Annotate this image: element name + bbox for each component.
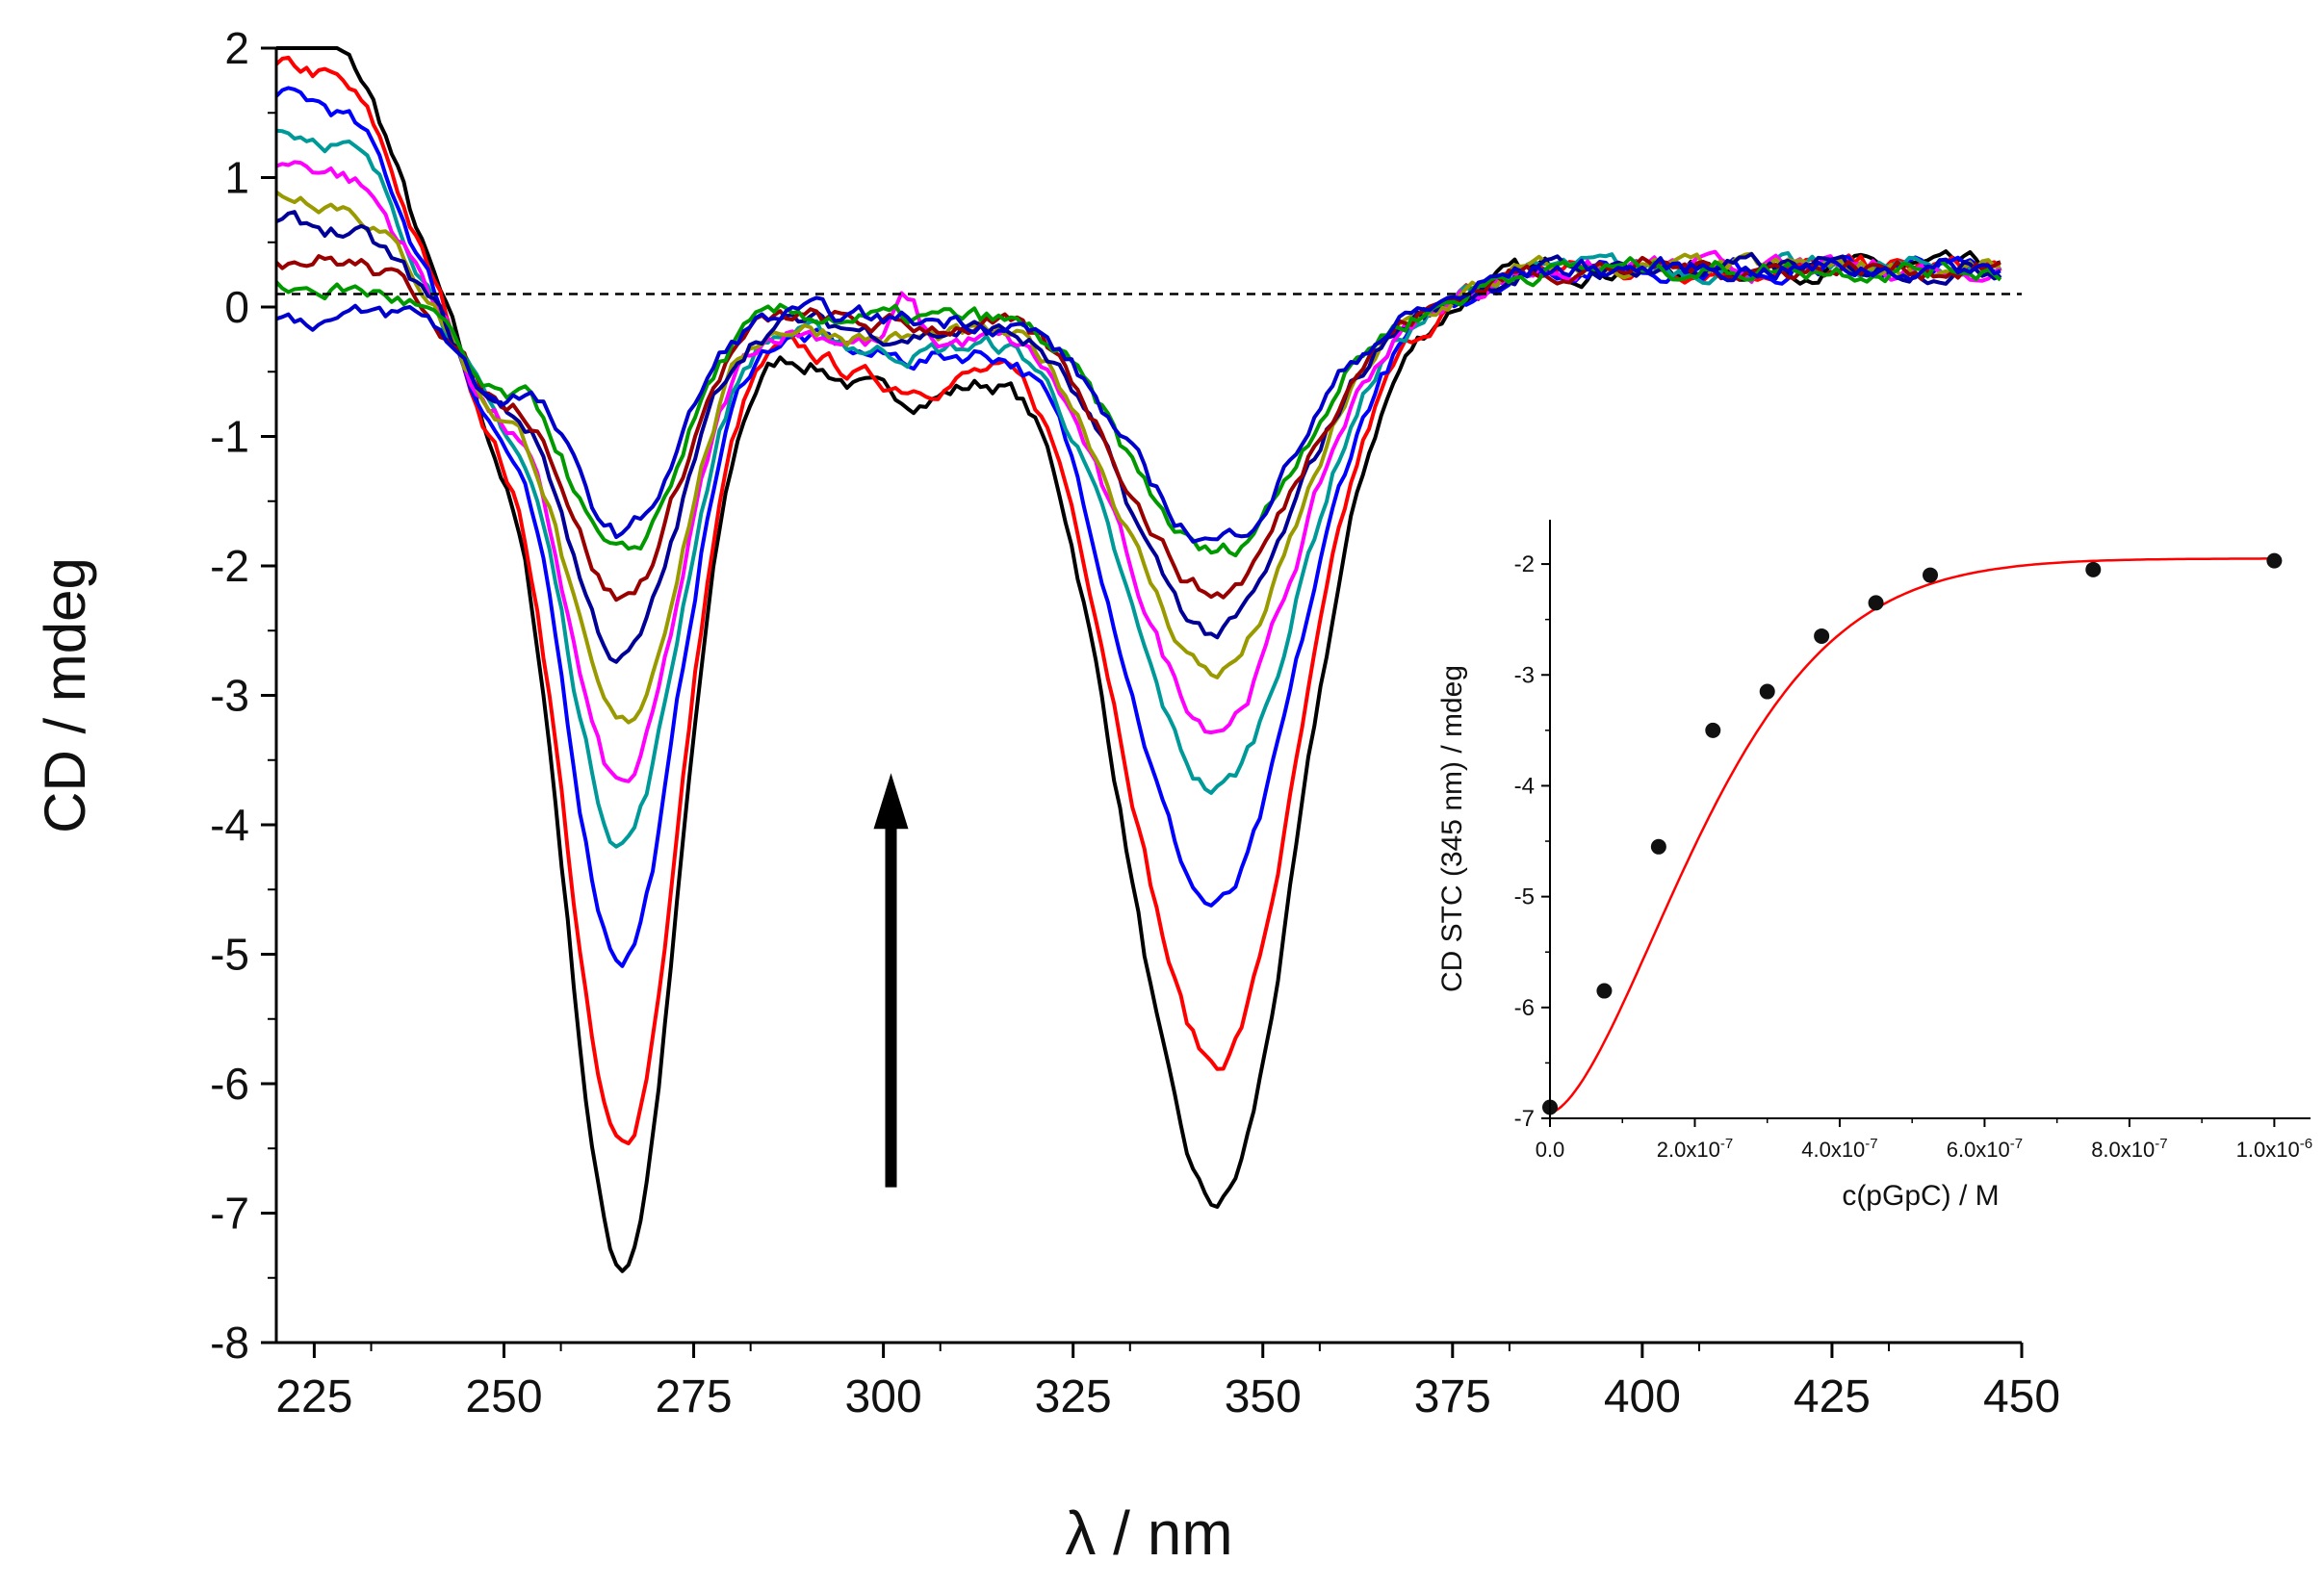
y-tick-label: -8 xyxy=(210,1318,249,1368)
inset-plot: 0.0 2.0x10-7 4.0x10-7 6.0x10-7 8.0x10-7 1.0x1… xyxy=(1436,520,2312,1212)
y-tick-label: -4 xyxy=(210,800,249,850)
spectrum-line xyxy=(274,256,2002,558)
inset-y-tick-label: -7 xyxy=(1514,1106,1535,1132)
main-axes: 225 250 275 300 325 350 375 400 425 450 -8 -7 -6 -5 -4… xyxy=(210,23,2060,1422)
inset-y-tick-label: -3 xyxy=(1514,662,1535,688)
x-axis-title: λ / nm xyxy=(1065,1498,1232,1568)
spectrum-line xyxy=(275,160,2002,783)
spectrum-line xyxy=(274,55,2002,1146)
y-tick-label: 0 xyxy=(224,282,249,332)
data-point xyxy=(1814,628,1830,644)
inset-y-tick-label: -4 xyxy=(1514,773,1535,799)
y-tick-label: -1 xyxy=(210,412,249,462)
fit-curve xyxy=(1549,557,2275,1114)
x-tick-label: 225 xyxy=(275,1371,352,1422)
y-tick-label: -5 xyxy=(210,930,249,980)
y-tick-label: -6 xyxy=(210,1059,249,1109)
data-point xyxy=(1759,683,1775,700)
x-tick-label: 300 xyxy=(845,1371,922,1422)
arrow-head xyxy=(873,773,909,830)
inset-y-tick-label: -2 xyxy=(1514,551,1535,577)
x-tick-label: 275 xyxy=(655,1371,732,1422)
inset-x-tick-label: 6.0x10-7 xyxy=(1947,1136,2023,1162)
x-tick-label: 400 xyxy=(1604,1371,1681,1422)
inset-y-tick-label: -5 xyxy=(1514,884,1535,910)
inset-y-axis-title: CD STC (345 nm) / mdeg xyxy=(1436,665,1468,992)
x-tick-label: 350 xyxy=(1225,1371,1302,1422)
x-tick-label: 375 xyxy=(1414,1371,1491,1422)
data-point xyxy=(1923,567,1938,583)
y-axis-title: CD / mdeg xyxy=(33,557,97,833)
inset-x-tick-label: 1.0x10-6 xyxy=(2236,1136,2312,1162)
main-plot: 225 250 275 300 325 350 375 400 425 450 -8 -7 -6 -5 -4… xyxy=(33,23,2060,1568)
data-point xyxy=(2266,552,2283,569)
inset-x-tick-label: 2.0x10-7 xyxy=(1657,1136,1733,1162)
y-tick-label: 1 xyxy=(224,153,249,203)
data-point xyxy=(1650,838,1666,855)
spectrum-line xyxy=(276,46,2001,1273)
x-tick-label: 325 xyxy=(1035,1371,1112,1422)
x-tick-label: 250 xyxy=(465,1371,542,1422)
x-tick-label: 425 xyxy=(1794,1371,1871,1422)
data-point xyxy=(2085,561,2102,577)
y-tick-label: -7 xyxy=(210,1189,249,1239)
y-tick-label: -3 xyxy=(210,671,249,721)
inset-x-tick-label: 4.0x10-7 xyxy=(1801,1136,1877,1162)
inset-points xyxy=(1542,552,2283,1115)
inset-x-tick-label: 8.0x10-7 xyxy=(2091,1136,2167,1162)
inset-y-tick-label: -6 xyxy=(1514,995,1535,1021)
trend-arrow xyxy=(873,773,909,1188)
data-point xyxy=(1596,983,1613,999)
y-tick-label: -2 xyxy=(210,541,249,591)
inset-axes: 0.0 2.0x10-7 4.0x10-7 6.0x10-7 8.0x10-7 1.0x1… xyxy=(1514,520,2312,1162)
spectrum-line xyxy=(275,256,2001,544)
inset-x-tick-label: 0.0 xyxy=(1536,1138,1565,1162)
y-tick-label: 2 xyxy=(224,23,249,73)
x-tick-label: 450 xyxy=(1983,1371,2060,1422)
spectrum-line xyxy=(275,128,2002,849)
data-point xyxy=(1868,595,1884,611)
series-group xyxy=(274,46,2002,1273)
data-point xyxy=(1705,722,1721,738)
inset-x-axis-title: c(pGpC) / M xyxy=(1842,1180,1999,1212)
